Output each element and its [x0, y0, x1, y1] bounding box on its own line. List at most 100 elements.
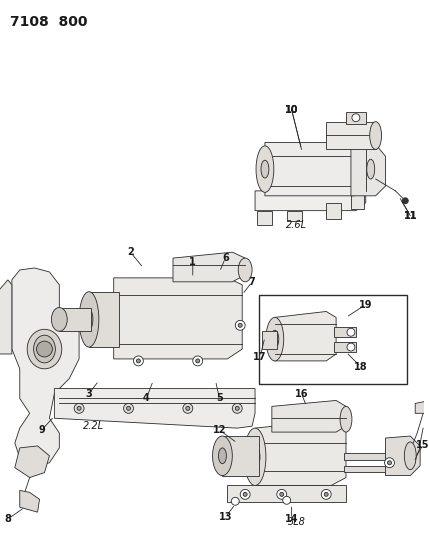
Ellipse shape	[33, 335, 55, 363]
Ellipse shape	[244, 428, 266, 486]
Circle shape	[384, 458, 394, 467]
Ellipse shape	[27, 329, 62, 369]
Circle shape	[233, 403, 242, 413]
Circle shape	[186, 406, 190, 410]
Circle shape	[235, 320, 245, 330]
Polygon shape	[0, 280, 12, 354]
Polygon shape	[344, 453, 415, 460]
Polygon shape	[265, 142, 364, 196]
Polygon shape	[334, 342, 356, 352]
Polygon shape	[272, 400, 346, 432]
Polygon shape	[287, 211, 302, 221]
Ellipse shape	[266, 318, 284, 361]
Polygon shape	[351, 144, 386, 196]
Polygon shape	[114, 278, 242, 359]
Text: 1: 1	[189, 257, 196, 267]
Polygon shape	[262, 331, 277, 349]
Circle shape	[231, 497, 239, 505]
Text: 12: 12	[213, 425, 226, 435]
Polygon shape	[173, 252, 245, 282]
Polygon shape	[386, 436, 420, 475]
Text: 7108  800: 7108 800	[10, 15, 88, 29]
Circle shape	[136, 359, 140, 363]
Text: 2: 2	[127, 247, 134, 257]
Circle shape	[240, 489, 250, 499]
Text: 10: 10	[285, 105, 299, 115]
Text: 2.2L: 2.2L	[83, 421, 104, 431]
Ellipse shape	[367, 159, 375, 179]
Polygon shape	[326, 122, 376, 149]
Bar	[346, 112, 366, 124]
Polygon shape	[351, 191, 364, 208]
Text: 11: 11	[404, 211, 417, 221]
Text: 6: 6	[222, 253, 229, 263]
Text: 17: 17	[253, 352, 267, 362]
Circle shape	[277, 489, 287, 499]
Polygon shape	[255, 191, 366, 211]
Polygon shape	[59, 308, 91, 331]
Ellipse shape	[238, 258, 252, 282]
Circle shape	[133, 356, 143, 366]
Text: 3L8: 3L8	[287, 517, 305, 527]
Ellipse shape	[261, 160, 269, 178]
Polygon shape	[222, 436, 259, 475]
Ellipse shape	[370, 122, 381, 149]
Circle shape	[243, 492, 247, 496]
Text: 11: 11	[404, 211, 417, 221]
Circle shape	[387, 461, 392, 465]
Text: 13: 13	[219, 512, 232, 522]
Circle shape	[283, 496, 290, 504]
Circle shape	[238, 324, 242, 327]
Polygon shape	[54, 389, 255, 428]
Polygon shape	[275, 311, 336, 361]
Circle shape	[77, 406, 81, 410]
Circle shape	[193, 356, 202, 366]
Circle shape	[321, 489, 331, 499]
Text: 8: 8	[4, 514, 11, 524]
Polygon shape	[326, 203, 341, 219]
Ellipse shape	[404, 442, 416, 470]
Text: 14: 14	[285, 514, 299, 524]
Text: 3: 3	[86, 389, 92, 399]
Circle shape	[352, 114, 360, 122]
Ellipse shape	[340, 406, 352, 432]
Text: 18: 18	[354, 362, 368, 372]
Text: 16: 16	[295, 389, 308, 399]
Ellipse shape	[271, 330, 279, 348]
Polygon shape	[257, 211, 272, 225]
Polygon shape	[334, 327, 356, 337]
Circle shape	[324, 492, 328, 496]
Text: 19: 19	[359, 300, 372, 310]
Text: 9: 9	[38, 425, 45, 435]
Circle shape	[36, 341, 52, 357]
Ellipse shape	[212, 436, 233, 475]
Ellipse shape	[51, 308, 67, 331]
Text: 15: 15	[417, 440, 429, 450]
Text: 7: 7	[249, 277, 255, 287]
Circle shape	[196, 359, 199, 363]
Text: 5: 5	[216, 393, 223, 403]
Ellipse shape	[218, 448, 227, 464]
Polygon shape	[89, 292, 119, 347]
Ellipse shape	[256, 146, 274, 192]
Polygon shape	[415, 400, 429, 413]
Circle shape	[74, 403, 84, 413]
Polygon shape	[227, 486, 346, 502]
Polygon shape	[255, 420, 346, 486]
Polygon shape	[15, 446, 49, 478]
Ellipse shape	[85, 310, 93, 329]
Polygon shape	[20, 490, 39, 512]
Circle shape	[124, 403, 133, 413]
Circle shape	[347, 328, 355, 336]
Polygon shape	[12, 268, 79, 467]
Circle shape	[280, 492, 284, 496]
Bar	[259, 295, 407, 384]
Ellipse shape	[79, 292, 99, 347]
Circle shape	[127, 406, 130, 410]
Text: 10: 10	[285, 105, 299, 115]
Circle shape	[235, 406, 239, 410]
Circle shape	[347, 343, 355, 351]
Polygon shape	[344, 466, 405, 472]
Text: 4: 4	[143, 393, 150, 403]
Ellipse shape	[250, 446, 260, 467]
